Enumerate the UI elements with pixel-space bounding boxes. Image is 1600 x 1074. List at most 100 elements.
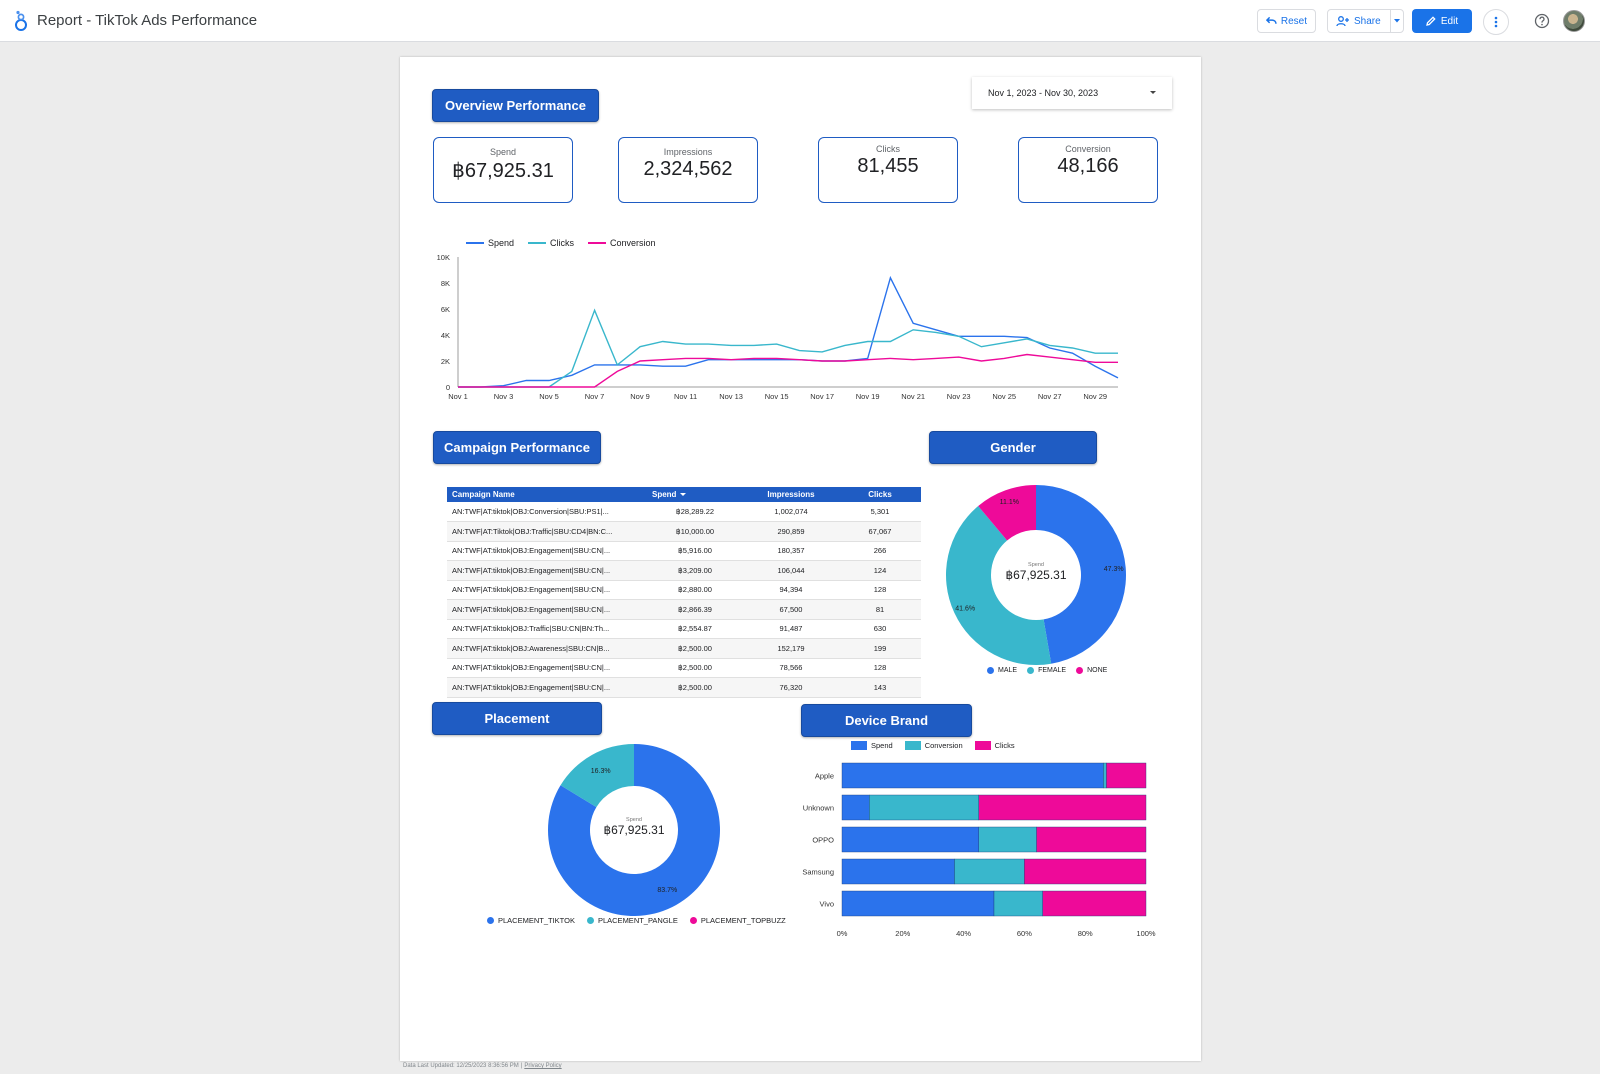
donut-slice-male[interactable] — [1036, 485, 1126, 664]
series-line-spend[interactable] — [458, 275, 1119, 388]
legend-item-clicks[interactable]: Clicks — [974, 741, 1015, 750]
bar-segment-conversion[interactable] — [954, 858, 1025, 885]
table-row[interactable]: AN:TWF|AT:tiktok|OBJ:Conversion|SBU:PS1|… — [447, 502, 921, 522]
bar-segment-conversion[interactable] — [978, 826, 1037, 853]
table-row[interactable]: AN:TWF|AT:tiktok|OBJ:Awareness|SBU:CN|B.… — [447, 638, 921, 659]
timeseries-chart[interactable]: 0 2K 4K 6K 8K 10K Nov 1 Nov 3 Nov 5 Nov 7 Nov 9 Nov… — [430, 252, 1170, 407]
column-header-impressions[interactable]: Impressions — [743, 487, 839, 502]
help-icon[interactable] — [1533, 12, 1551, 30]
table-row[interactable]: AN:TWF|AT:tiktok|OBJ:Engagement|SBU:CN|.… — [447, 599, 921, 620]
legend-item-none[interactable]: NONE — [1076, 667, 1107, 674]
donut-slice-none[interactable] — [978, 485, 1036, 541]
kpi-label: Conversion — [1065, 144, 1111, 154]
gender-donut-chart[interactable]: 47.3% 41.6% 11.1% Spend฿67,925.31 — [943, 482, 1129, 668]
legend-item-spend[interactable]: Spend — [466, 238, 514, 248]
table-row[interactable]: AN:TWF|AT:tiktok|OBJ:Engagement|SBU:CN|.… — [447, 560, 921, 581]
legend-item-conversion[interactable]: Conversion — [588, 238, 656, 248]
slice-value-label: 11.1% — [1000, 499, 1019, 506]
clicks-cell: 630 — [839, 619, 921, 639]
legend-swatch — [974, 741, 991, 750]
impressions-scorecard[interactable]: Impressions 2,324,562 — [618, 137, 758, 203]
bar-segment-clicks[interactable] — [978, 794, 1147, 821]
legend-item-placement-topbuzz[interactable]: PLACEMENT_TOPBUZZ — [689, 916, 786, 925]
x-tick-label: Nov 17 — [810, 392, 834, 401]
legend-swatch — [528, 242, 547, 244]
table-row[interactable]: AN:TWF|AT:tiktok|OBJ:Engagement|SBU:CN|.… — [447, 580, 921, 600]
spend-scorecard[interactable]: Spend ฿67,925.31 — [433, 137, 573, 203]
device-brand-bar-chart[interactable]: Apple Unknown OPPO Samsung Vivo 0% 20% 40% 60% 80… — [800, 757, 1180, 1007]
reset-button[interactable]: Reset — [1257, 9, 1316, 33]
series-line-conversion[interactable] — [458, 353, 1118, 388]
bar-segment-clicks[interactable] — [1024, 858, 1147, 885]
user-avatar[interactable] — [1563, 10, 1585, 32]
footer-separator: | — [520, 1063, 523, 1069]
clicks-cell: 143 — [839, 677, 921, 698]
legend-item-female[interactable]: FEMALE — [1027, 667, 1066, 674]
legend-item-placement-pangle[interactable]: PLACEMENT_PANGLE — [586, 916, 678, 925]
slice-value-label: 47.3% — [1104, 566, 1124, 573]
table-row[interactable]: AN:TWF|AT:tiktok|OBJ:Engagement|SBU:CN|.… — [447, 658, 921, 678]
privacy-policy-link[interactable]: Privacy Policy — [524, 1063, 562, 1069]
legend-item-conversion[interactable]: Conversion — [904, 741, 963, 750]
donut-slice-placement-pangle[interactable] — [560, 744, 634, 808]
legend-swatch — [987, 667, 994, 674]
clicks-cell: 67,067 — [839, 521, 921, 542]
column-header-clicks[interactable]: Clicks — [839, 487, 921, 502]
table-row[interactable]: AN:TWF|AT:tiktok|OBJ:Traffic|SBU:CN|BN:T… — [447, 619, 921, 639]
spend-cell: ฿2,500.00 — [647, 638, 743, 659]
bar-segment-conversion[interactable] — [1103, 762, 1107, 789]
more-options-button[interactable] — [1483, 9, 1509, 35]
y-tick-label: 0 — [446, 383, 450, 392]
legend-item-spend[interactable]: Spend — [851, 741, 893, 750]
legend-item-clicks[interactable]: Clicks — [528, 238, 574, 248]
legend-item-male[interactable]: MALE — [987, 667, 1017, 674]
legend-label: MALE — [998, 667, 1018, 674]
date-range-picker[interactable]: Nov 1, 2023 - Nov 30, 2023 — [972, 77, 1172, 109]
x-tick-label: 100% — [1136, 929, 1156, 938]
series-line-clicks[interactable] — [458, 308, 1118, 388]
slice-value-label: 16.3% — [591, 768, 611, 775]
placement-donut-chart[interactable]: 83.7% 16.3% Spend฿67,925.31 — [544, 740, 724, 920]
looker-studio-logo-icon[interactable] — [12, 10, 32, 32]
bar-segment-conversion[interactable] — [869, 794, 980, 821]
bar-segment-spend[interactable] — [841, 762, 1104, 789]
donut-slice-placement-tiktok[interactable] — [548, 744, 720, 916]
kpi-value: ฿67,925.31 — [452, 160, 554, 182]
clicks-scorecard[interactable]: Clicks 81,455 — [818, 137, 958, 203]
column-header-campaign-name[interactable]: Campaign Name — [447, 487, 647, 502]
column-header-spend[interactable]: Spend — [647, 487, 743, 502]
clicks-cell: 266 — [839, 541, 921, 561]
reset-label: Reset — [1280, 15, 1307, 27]
overview-performance-header: Overview Performance — [432, 89, 599, 122]
bar-segment-clicks[interactable] — [1036, 826, 1147, 853]
share-button[interactable]: Share — [1327, 9, 1391, 33]
placement-legend: PLACEMENT_TIKTOK PLACEMENT_PANGLE PLACEM… — [487, 916, 786, 925]
bar-segment-clicks[interactable] — [1042, 890, 1147, 917]
campaign-name-cell: AN:TWF|AT:tiktok|OBJ:Engagement|SBU:CN|.… — [447, 599, 647, 620]
edit-button[interactable]: Edit — [1412, 9, 1472, 33]
y-tick-label: 8K — [441, 279, 450, 288]
bar-segment-spend[interactable] — [841, 890, 995, 917]
bar-segment-clicks[interactable] — [1106, 762, 1147, 789]
bar-segment-conversion[interactable] — [993, 890, 1043, 917]
bar-segment-spend[interactable] — [841, 794, 870, 821]
table-row[interactable]: AN:TWF|AT:tiktok|OBJ:Engagement|SBU:CN|.… — [447, 677, 921, 698]
share-options-button[interactable] — [1390, 9, 1404, 33]
legend-label: Clicks — [994, 741, 1015, 750]
conversion-scorecard[interactable]: Conversion 48,166 — [1018, 137, 1158, 203]
top-app-bar: Report - TikTok Ads Performance Reset Sh… — [0, 0, 1600, 42]
report-title[interactable]: Report - TikTok Ads Performance — [37, 12, 258, 29]
spend-cell: ฿3,209.00 — [647, 560, 743, 581]
bar-segment-spend[interactable] — [841, 826, 980, 853]
column-header-label: Spend — [652, 490, 677, 499]
legend-item-placement-tiktok[interactable]: PLACEMENT_TIKTOK — [487, 916, 575, 925]
campaign-name-cell: AN:TWF|AT:tiktok|OBJ:Engagement|SBU:CN|.… — [447, 560, 647, 581]
table-row[interactable]: AN:TWF|AT:tiktok|OBJ:Engagement|SBU:CN|.… — [447, 541, 921, 561]
bar-segment-spend[interactable] — [841, 858, 955, 885]
spend-cell: ฿28,289.22 — [647, 502, 743, 522]
kpi-label: Spend — [489, 147, 517, 157]
spend-cell: ฿2,554.87 — [647, 619, 743, 639]
donut-slice-female[interactable] — [946, 506, 1052, 665]
legend-swatch — [588, 242, 607, 244]
table-row[interactable]: AN:TWF|AT:Tiktok|OBJ:Traffic|SBU:CD4|BN:… — [447, 521, 921, 542]
